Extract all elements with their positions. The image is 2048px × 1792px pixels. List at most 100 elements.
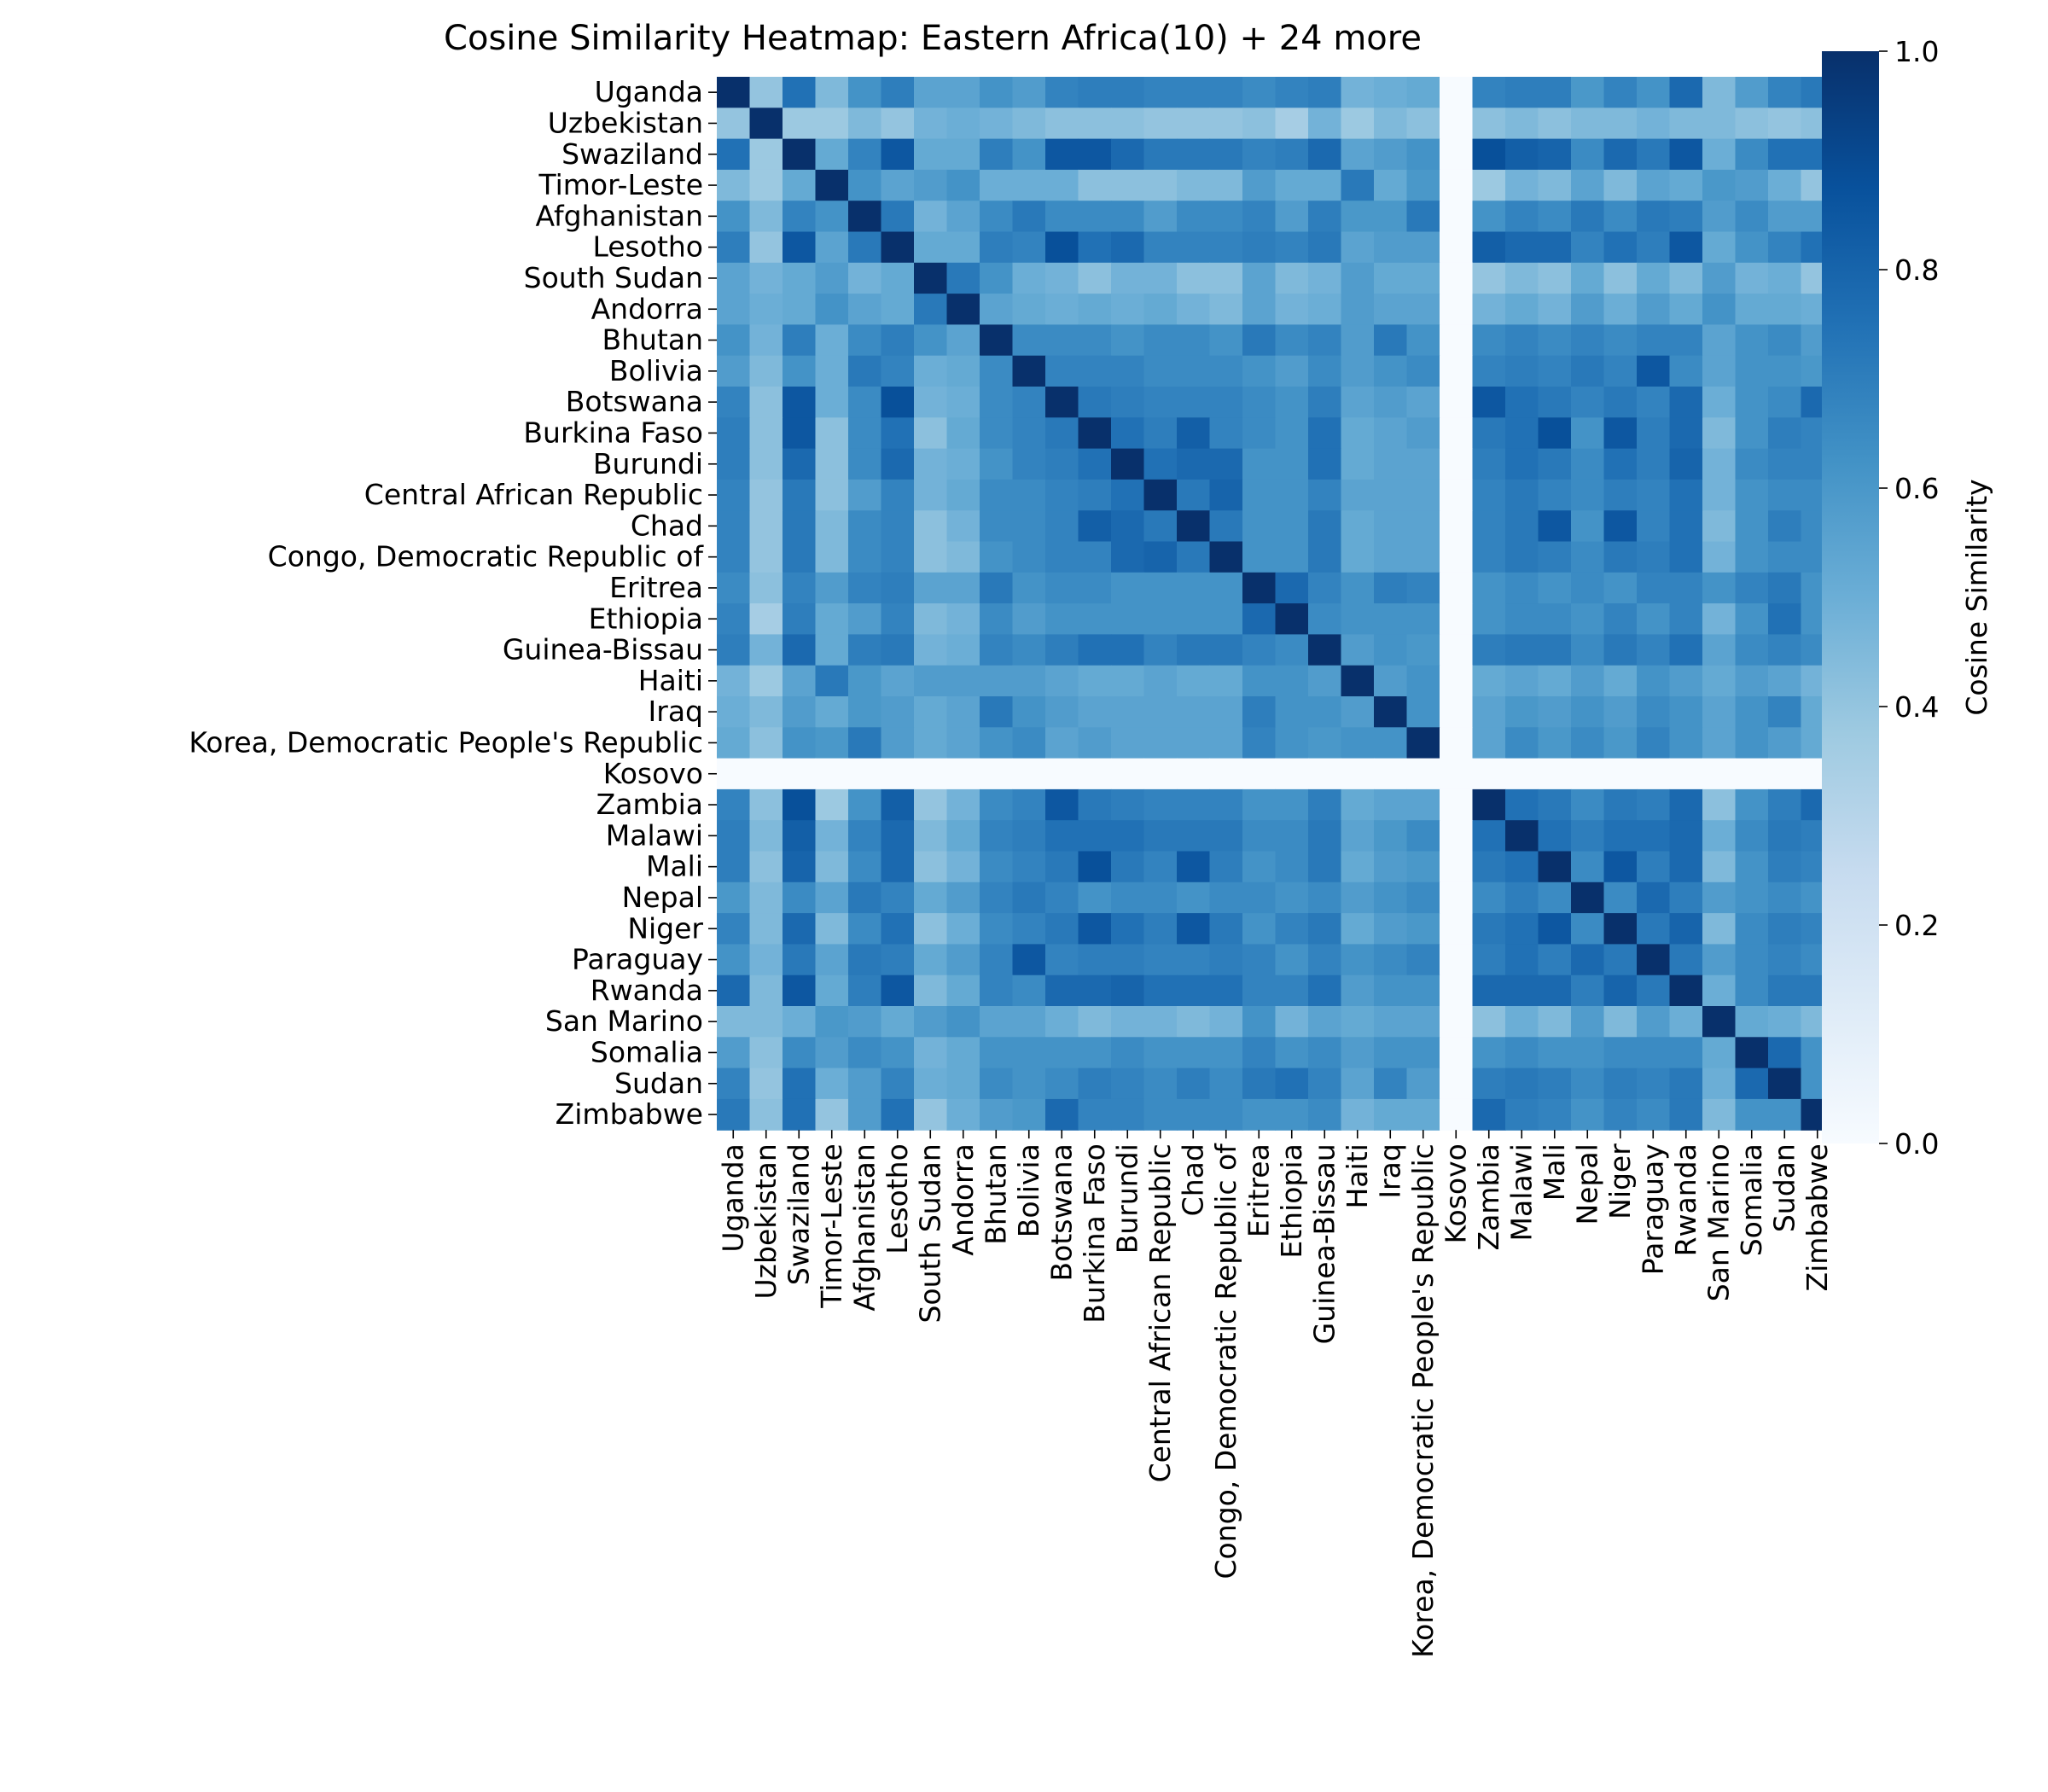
heatmap-cell <box>1275 201 1309 233</box>
x-tick-label: Uzbekistan <box>749 1143 783 1299</box>
heatmap-cell <box>1702 665 1737 697</box>
heatmap-cell <box>848 448 882 480</box>
heatmap-cell <box>783 727 817 759</box>
x-tick-label: Ethiopia <box>1275 1143 1308 1258</box>
heatmap-cell <box>783 324 817 357</box>
heatmap-cell <box>1078 758 1112 790</box>
x-tick-label: Bolivia <box>1012 1143 1045 1237</box>
heatmap-cell <box>1406 696 1440 728</box>
heatmap-cell <box>848 1037 882 1069</box>
heatmap-cell <box>881 138 915 171</box>
colorbar-tick-label: 0.8 <box>1894 253 1939 287</box>
heatmap-cell <box>914 169 948 201</box>
heatmap-cell <box>783 108 817 140</box>
heatmap-cell <box>848 231 882 264</box>
heatmap-cell <box>1768 387 1802 418</box>
heatmap-cell <box>1308 138 1342 171</box>
heatmap-cell <box>946 572 980 604</box>
heatmap-cell <box>1078 572 1112 604</box>
heatmap-cell <box>1571 1098 1605 1131</box>
heatmap-cell <box>881 541 915 573</box>
chart-title: Cosine Similarity Heatmap: Eastern Afric… <box>444 19 1422 58</box>
heatmap-cell <box>980 603 1014 635</box>
heatmap-cell <box>1702 1006 1737 1038</box>
heatmap-cell <box>1406 758 1440 790</box>
heatmap-cell <box>1603 510 1638 543</box>
heatmap-cell <box>717 572 751 604</box>
heatmap-cell <box>1702 913 1737 945</box>
heatmap-cell <box>1505 881 1539 914</box>
heatmap-cell <box>815 324 849 357</box>
heatmap-cell <box>1669 820 1703 852</box>
heatmap-cell <box>1571 665 1605 697</box>
heatmap-cell <box>749 820 783 852</box>
heatmap-cell <box>1538 324 1572 357</box>
heatmap-cell <box>1045 1098 1079 1131</box>
heatmap-cell <box>1242 448 1277 480</box>
heatmap-cell <box>1275 665 1309 697</box>
heatmap-cell <box>783 1037 817 1069</box>
heatmap-cell <box>815 665 849 697</box>
heatmap-cell <box>1406 355 1440 387</box>
heatmap-cell <box>1669 665 1703 697</box>
heatmap-cell <box>1308 324 1342 357</box>
y-tick-labels: UgandaUzbekistanSwazilandTimor-LesteAfgh… <box>189 75 717 1131</box>
heatmap-cell <box>717 1068 751 1100</box>
heatmap-cell <box>1571 324 1605 357</box>
heatmap-cell <box>783 448 817 480</box>
heatmap-cell <box>1440 108 1474 140</box>
heatmap-cell <box>1603 1006 1638 1038</box>
heatmap-cell <box>1078 201 1112 233</box>
heatmap-cell <box>1406 541 1440 573</box>
heatmap-cell <box>980 231 1014 264</box>
heatmap-cell <box>1111 944 1145 976</box>
heatmap-cell <box>946 387 980 418</box>
heatmap-cell <box>946 1037 980 1069</box>
heatmap-cell <box>980 294 1014 325</box>
y-tick-label: Botswana <box>566 385 703 418</box>
heatmap-cell <box>848 510 882 543</box>
heatmap-cell <box>1505 417 1539 450</box>
heatmap-cell <box>881 448 915 480</box>
heatmap-cell <box>1571 913 1605 945</box>
heatmap-cell <box>881 820 915 852</box>
heatmap-cell <box>1440 665 1474 697</box>
heatmap-cell <box>1045 1006 1079 1038</box>
x-tick-label: Andorra <box>946 1143 980 1255</box>
heatmap-cell <box>1603 820 1638 852</box>
heatmap-cell <box>1012 881 1046 914</box>
heatmap-cell <box>1669 169 1703 201</box>
heatmap-cell <box>1669 231 1703 264</box>
heatmap-cell <box>1406 913 1440 945</box>
heatmap-cell <box>1374 387 1408 418</box>
heatmap-cell <box>1143 138 1178 171</box>
heatmap-cell <box>1177 1068 1211 1100</box>
heatmap-cell <box>1440 727 1474 759</box>
heatmap-cell <box>1440 169 1474 201</box>
heatmap-cell <box>1768 665 1802 697</box>
heatmap-cell <box>1209 788 1243 821</box>
heatmap-cell <box>1111 634 1145 666</box>
heatmap-cell <box>1111 324 1145 357</box>
heatmap-cell <box>1177 634 1211 666</box>
heatmap-cell <box>1571 231 1605 264</box>
heatmap-cell <box>848 541 882 573</box>
heatmap-cell <box>1603 758 1638 790</box>
x-tick-label: Chad <box>1176 1143 1209 1216</box>
heatmap-cell <box>1209 1068 1243 1100</box>
heatmap-cell <box>1406 1006 1440 1038</box>
heatmap-cell <box>980 758 1014 790</box>
heatmap-cell <box>783 417 817 450</box>
heatmap-cell <box>1669 77 1703 108</box>
heatmap-cell <box>1177 108 1211 140</box>
heatmap-cell <box>1637 479 1671 511</box>
heatmap-cell <box>1045 108 1079 140</box>
heatmap-cell <box>848 138 882 171</box>
heatmap-cell <box>946 1098 980 1131</box>
heatmap-cell <box>1406 387 1440 418</box>
y-tick-label: Eritrea <box>609 571 703 604</box>
heatmap-cell <box>881 1006 915 1038</box>
heatmap-cell <box>1472 1098 1506 1131</box>
heatmap-cell <box>1637 881 1671 914</box>
heatmap-cell <box>1440 77 1474 108</box>
